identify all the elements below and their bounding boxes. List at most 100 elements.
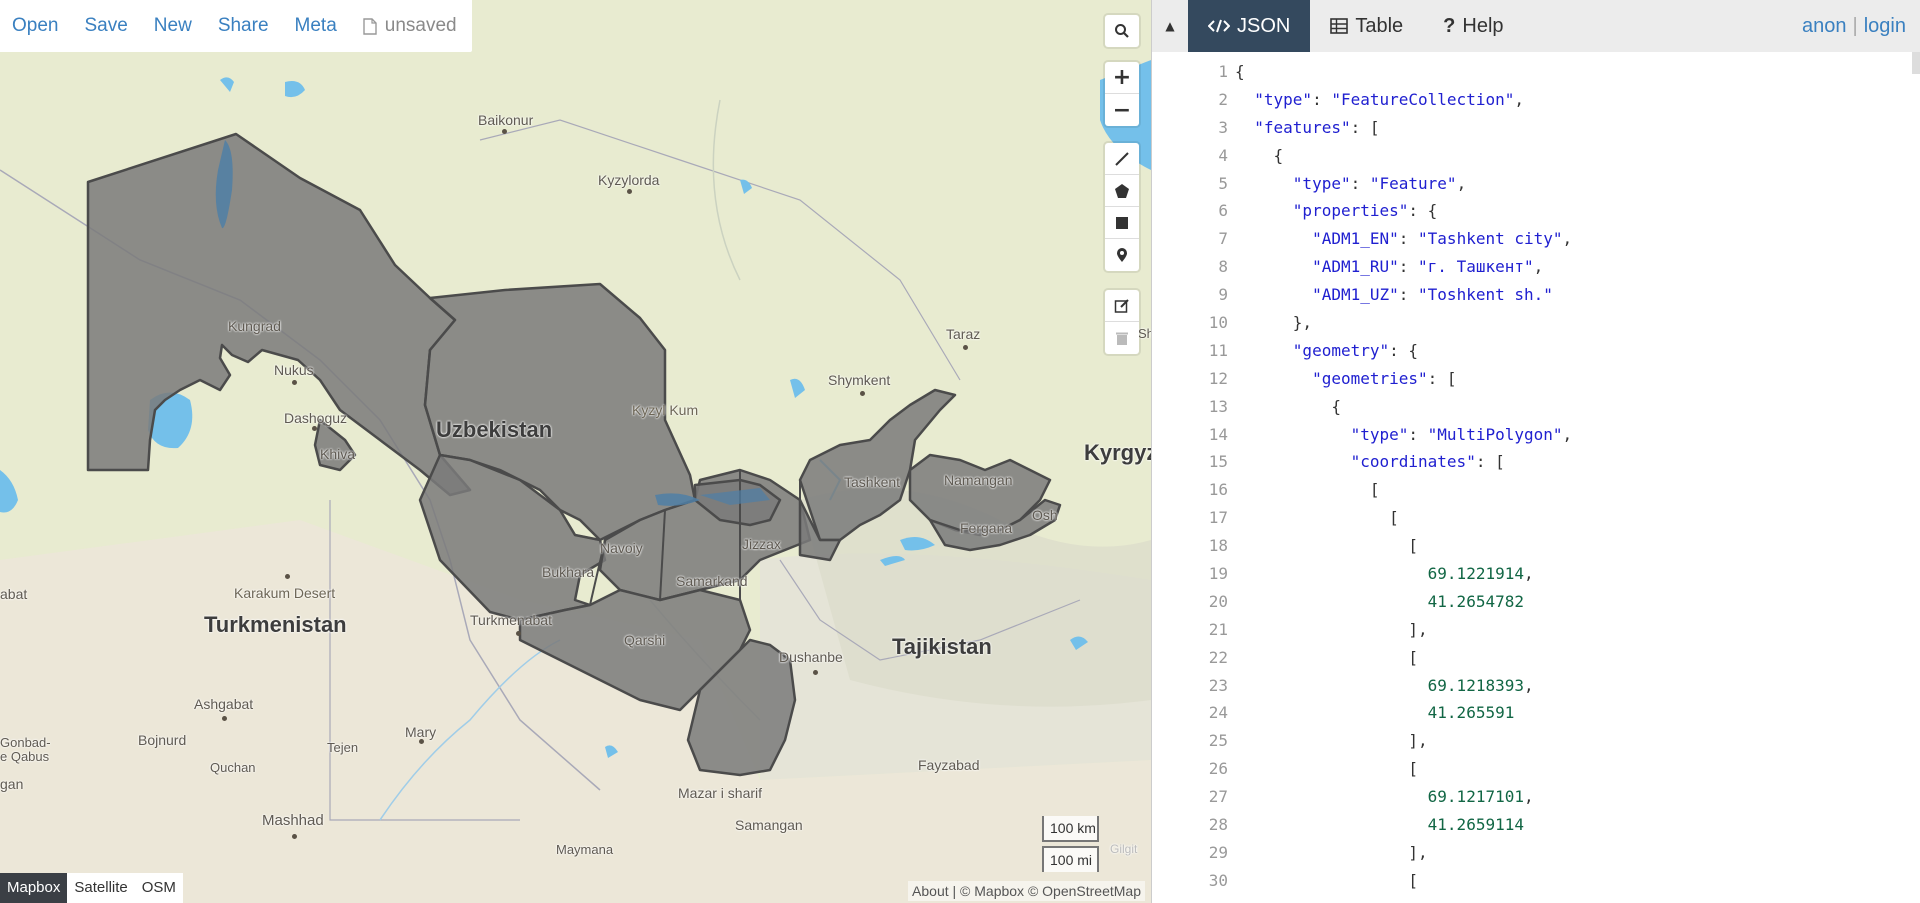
city-dot [419,739,424,744]
new-button[interactable]: New [153,15,192,36]
line-number: 28 [1208,815,1228,835]
draw-marker-button[interactable] [1105,239,1139,271]
share-button[interactable]: Share [217,15,269,36]
question-icon: ? [1443,14,1456,37]
tab-table[interactable]: Table [1310,0,1423,52]
place-label: Kungrad [228,318,281,334]
line-number: 26 [1208,759,1228,779]
trash-icon [1116,332,1128,345]
editor-scrollbar[interactable] [1912,52,1920,74]
tab-label: Table [1355,14,1404,37]
anon-user-link[interactable]: anon [1802,15,1847,37]
place-label: Turkmenabat [470,612,552,628]
edit-icon [1114,298,1129,313]
panel-header: ▲ JSON Table ? Help anon | login [1152,0,1920,52]
city-dot [516,631,521,636]
uzbekistan-polygon [86,132,1062,777]
place-label: Dashoguz [284,410,348,426]
city-dot [292,380,297,385]
delete-button[interactable] [1105,322,1139,354]
line-number: 8 [1218,257,1228,277]
draw-rectangle-button[interactable] [1105,207,1139,239]
place-label: Namangan [944,472,1013,488]
tab-help[interactable]: ? Help [1423,0,1523,52]
code-line: [ [1235,870,1419,890]
rectangle-icon [1116,216,1128,229]
code-line: 69.1221914, [1427,564,1534,584]
line-number: 27 [1208,787,1228,807]
code-line: 69.1218393, [1427,675,1534,695]
place-label: Ashgabat [194,696,254,712]
line-number: 19 [1208,564,1228,584]
map-attribution[interactable]: About | © Mapbox © OpenStreetMap [908,881,1145,901]
edit-control [1105,290,1139,354]
line-number: 18 [1208,536,1228,556]
polygon-icon [1115,183,1129,198]
user-links: anon | login [1802,15,1906,38]
code-line: "ADM1_EN": "Tashkent city", [1312,229,1573,249]
code-line: "geometries": [ [1312,368,1457,388]
code-line: ], [1235,842,1428,862]
line-number: 3 [1218,117,1228,137]
file-icon [363,17,377,35]
code-line: "type": "FeatureCollection", [1254,89,1524,109]
draw-polygon-button[interactable] [1105,175,1139,207]
login-link[interactable]: login [1863,15,1906,37]
scale-km: 100 km [1042,816,1099,842]
code-icon [1208,19,1230,33]
place-label: gan [0,776,24,792]
collapse-panel-button[interactable]: ▲ [1152,0,1188,52]
line-number: 23 [1208,675,1228,695]
place-label: Samangan [735,817,803,833]
save-button[interactable]: Save [84,15,128,36]
basemap-satellite[interactable]: Satellite [74,879,128,896]
code-line: 41.265591 [1427,703,1515,723]
tab-label: JSON [1237,14,1291,37]
open-button[interactable]: Open [12,15,59,36]
basemap-mapbox[interactable]: Mapbox [0,873,68,903]
place-label: Khiva [320,446,356,462]
city-dot [627,189,632,194]
line-number: 13 [1208,396,1228,416]
code-line: }, [1235,313,1313,333]
code-line: "ADM1_RU": "г. Ташкент", [1312,257,1544,277]
line-number: 1 [1218,62,1228,81]
place-label: Maymana [556,842,614,857]
basemap-switcher: Mapbox Satellite OSM [0,873,183,903]
triangle-up-icon: ▲ [1165,19,1175,33]
place-label: Fayzabad [918,757,980,773]
place-label: Tashkent [844,474,901,490]
place-label: Quchan [210,760,256,775]
line-number: 9 [1218,285,1228,305]
edit-button[interactable] [1105,290,1139,322]
city-dot [502,129,507,134]
code-line: { [1235,396,1341,416]
code-line: [ [1235,536,1419,556]
table-icon [1330,18,1349,34]
place-label: Mary [405,724,437,740]
line-number: 7 [1218,229,1228,249]
code-line: "properties": { [1292,201,1438,221]
json-editor[interactable]: 1 2 3 4 5 6 7 8 9 10 11 12 13 14 15 16 17 18 19 20 21 22 23 24 2… [1188,52,1920,903]
line-number-gutter: 1 2 3 4 5 6 7 8 9 10 11 12 13 14 15 16 17 18 19 20 21 22 23 24 2… [1188,58,1228,895]
search-button[interactable] [1105,15,1139,47]
basemap-osm[interactable]: OSM [141,879,176,896]
line-number: 29 [1208,842,1228,862]
line-icon [1115,151,1129,166]
map-canvas[interactable]: Baikonur Kyzylorda Kungrad Nukus Dashogu… [0,0,1151,903]
tab-json[interactable]: JSON [1188,0,1311,52]
file-status[interactable]: unsaved [363,15,457,37]
separator: | [1852,15,1858,37]
draw-line-button[interactable] [1105,143,1139,175]
code-area[interactable]: { "type": "FeatureCollection", "features… [1235,58,1906,895]
place-label: Kyzylorda [598,172,660,188]
place-label: Gonbad- e Qabus [0,735,51,764]
desert-label: Karakum Desert [234,585,336,601]
meta-button[interactable]: Meta [294,15,337,36]
line-number: 11 [1208,340,1228,360]
place-label: Tejen [327,740,359,755]
zoom-in-button[interactable]: + [1105,62,1139,94]
zoom-out-button[interactable]: − [1105,94,1139,126]
line-number: 17 [1208,508,1228,528]
line-number: 22 [1208,647,1228,667]
